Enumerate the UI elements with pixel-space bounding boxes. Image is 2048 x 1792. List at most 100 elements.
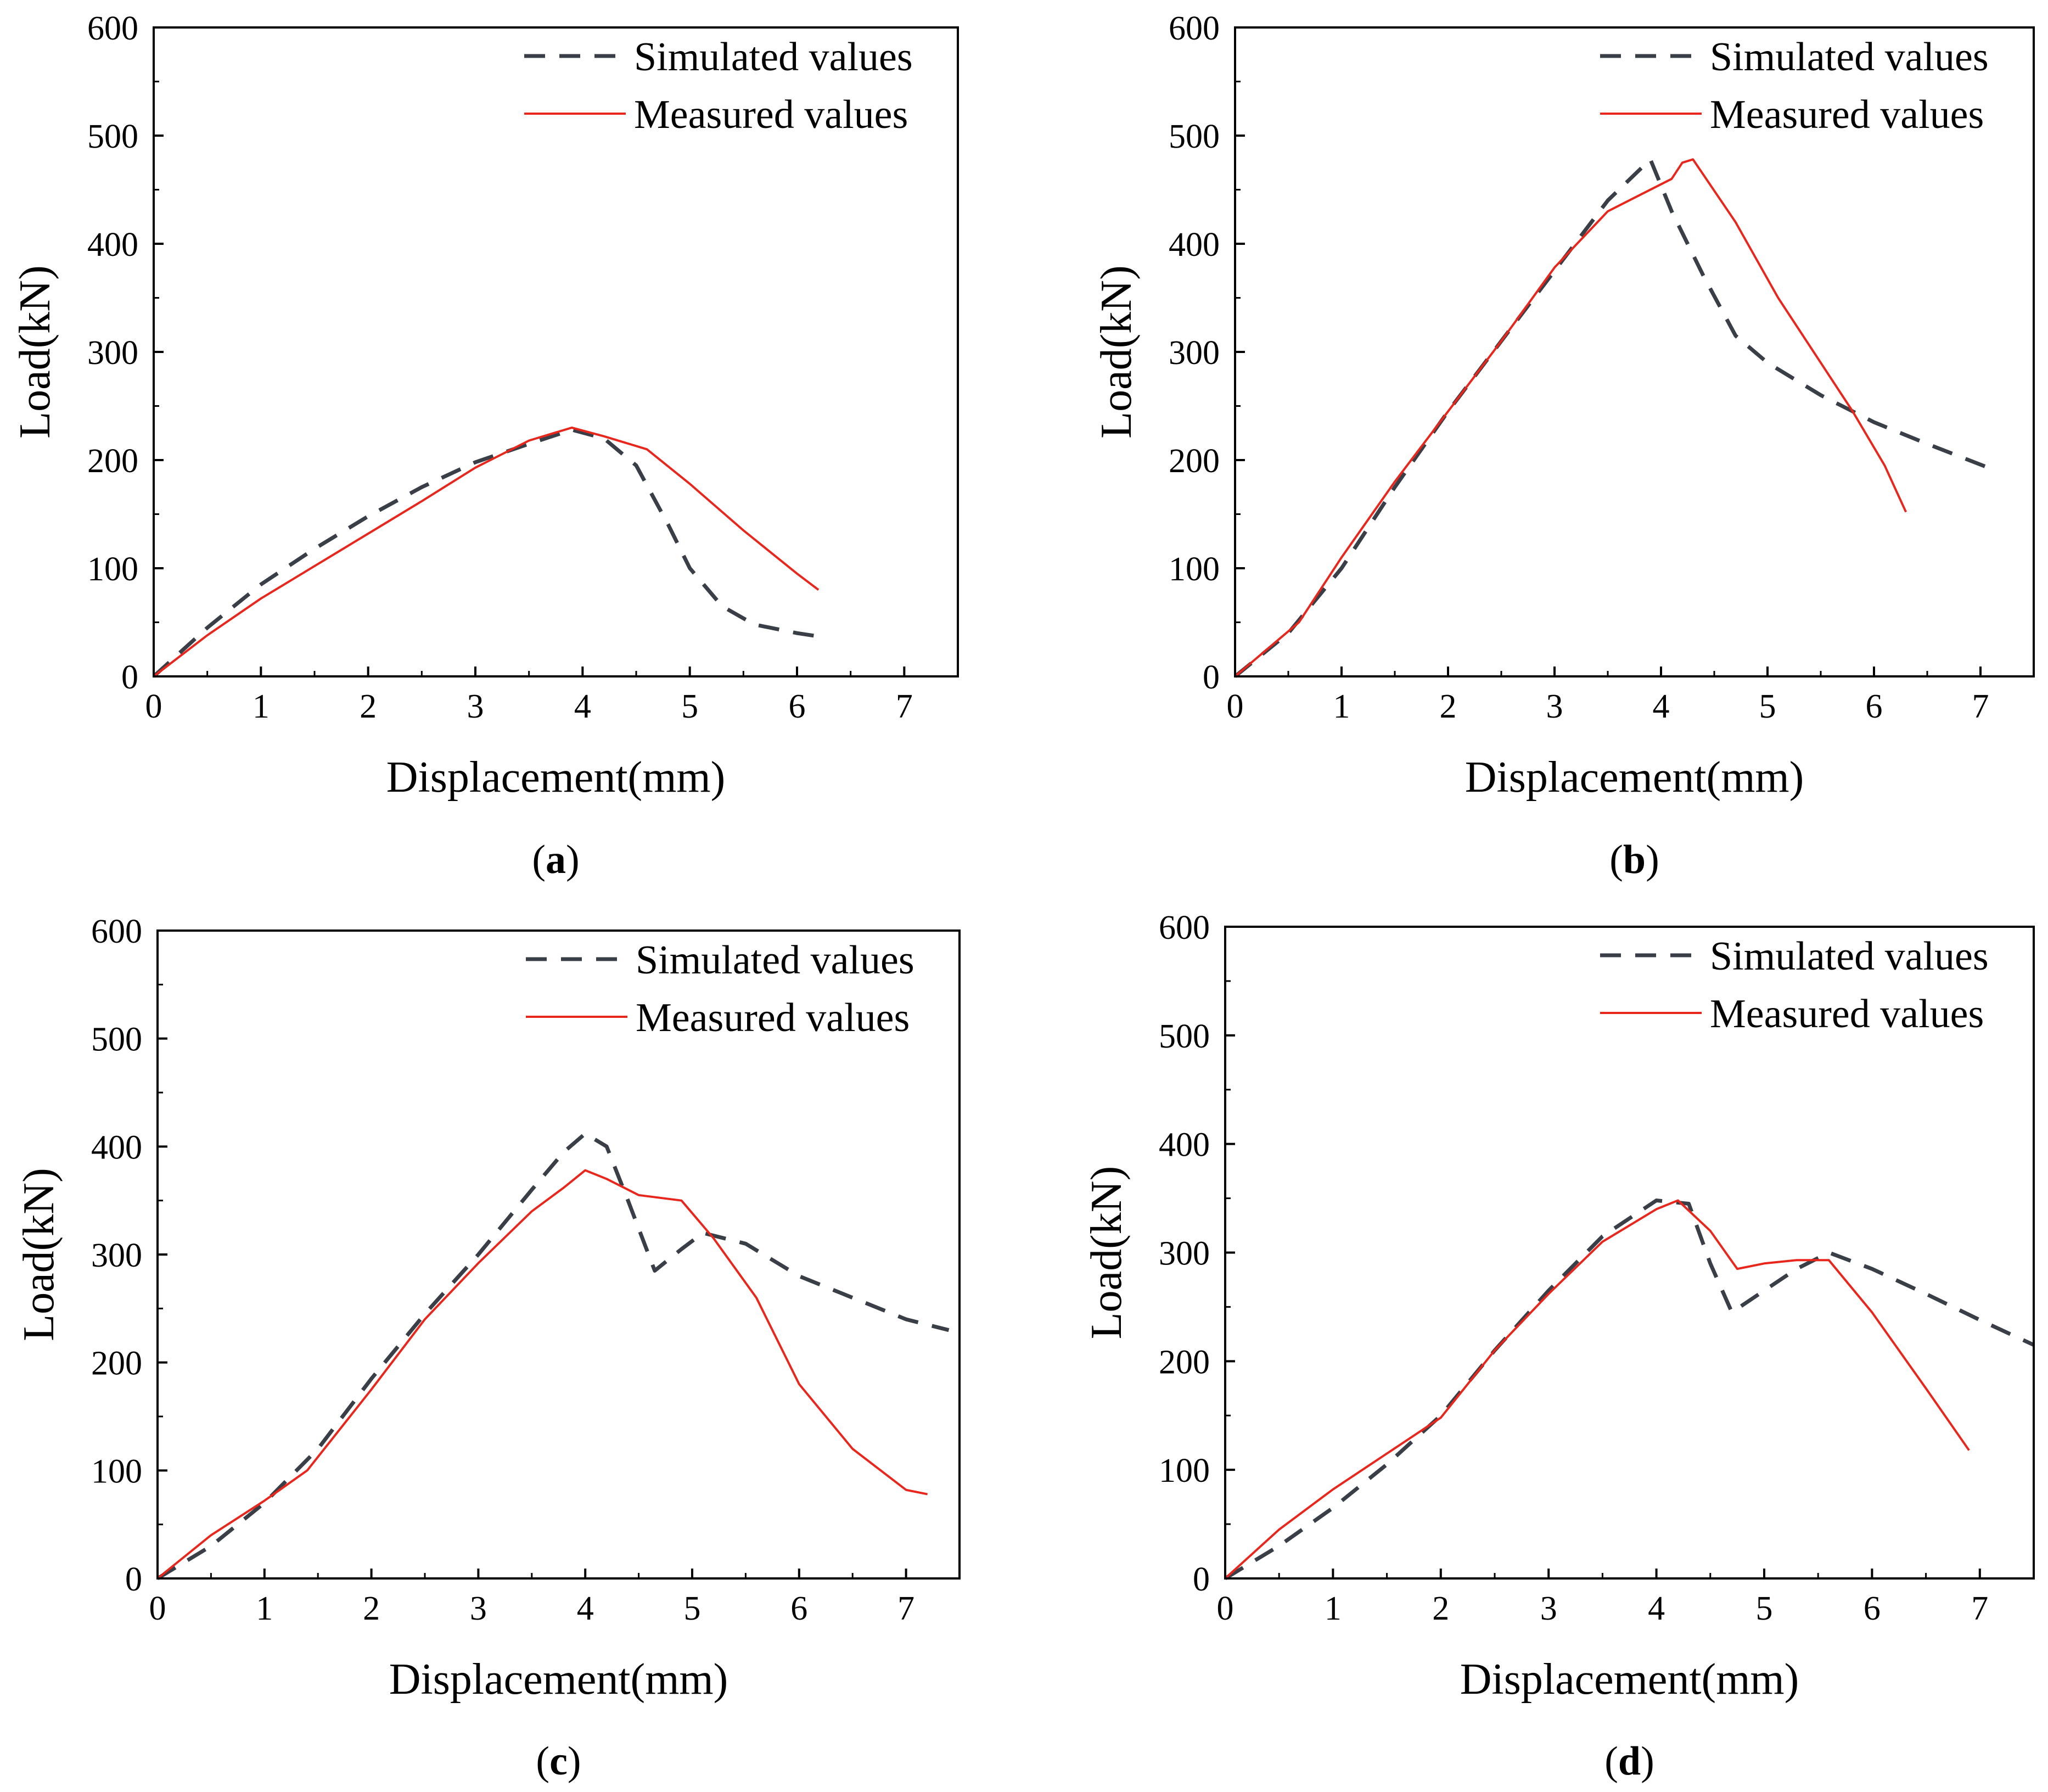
x-tick-label: 6 [790,1590,807,1627]
legend-label-simulated: Simulated values [636,938,914,983]
y-tick-label: 300 [87,334,138,372]
panel-caption: (b) [1609,837,1659,882]
x-tick-label: 3 [1540,1590,1557,1627]
panel-caption: (d) [1604,1739,1654,1784]
y-tick-label: 500 [91,1021,142,1059]
y-axis-title: Load(kN) [1082,1166,1131,1339]
x-tick-label: 2 [1440,688,1457,725]
y-tick-label: 500 [87,118,138,155]
y-tick-label: 200 [87,443,138,480]
x-tick-label: 7 [897,1590,914,1627]
y-tick-label: 200 [91,1345,142,1382]
x-tick-label: 1 [1333,688,1350,725]
caption-letter: d [1618,1739,1641,1784]
x-tick-label: 6 [1864,1590,1881,1627]
x-tick-label: 1 [256,1590,273,1627]
caption-close-paren: ) [1646,837,1659,882]
x-tick-label: 0 [1227,688,1244,725]
caption-open-paren: ( [536,1739,549,1784]
x-tick-label: 3 [467,688,484,725]
x-tick-label: 5 [681,688,698,725]
x-tick-label: 4 [1653,688,1670,725]
x-tick-label: 0 [145,688,162,725]
y-tick-label: 100 [87,551,138,588]
x-tick-label: 2 [363,1590,380,1627]
caption-open-paren: ( [1609,837,1623,882]
legend: Simulated values Measured values [526,938,914,1040]
caption-open-paren: ( [1604,1739,1618,1784]
legend: Simulated values Measured values [1600,35,1989,137]
x-tick-label: 1 [253,688,270,725]
panel-caption: (a) [532,837,579,882]
x-tick-label: 7 [1972,688,1989,725]
y-tick-label: 0 [121,659,138,696]
y-tick-label: 600 [91,913,142,950]
y-tick-label: 500 [1169,118,1220,155]
caption-close-paren: ) [568,1739,581,1784]
x-tick-label: 3 [1546,688,1563,725]
x-tick-label: 1 [1325,1590,1342,1627]
legend-label-measured: Measured values [1710,92,1984,137]
series-line-simulated [152,428,819,678]
y-tick-label: 400 [87,226,138,264]
series-line-simulated [1233,157,1992,678]
x-tick-label: 4 [574,688,591,725]
legend-label-measured: Measured values [1710,992,1984,1037]
caption-letter: b [1623,837,1646,882]
caption-letter: c [549,1739,568,1784]
y-tick-label: 400 [1169,226,1220,264]
x-tick-label: 4 [577,1590,594,1627]
y-tick-label: 300 [1159,1235,1210,1273]
caption-close-paren: ) [1641,1739,1654,1784]
legend-label-measured: Measured values [634,92,908,137]
y-tick-label: 200 [1159,1343,1210,1381]
caption-close-paren: ) [566,837,580,882]
y-tick-label: 0 [125,1561,142,1598]
y-tick-label: 100 [1169,551,1220,588]
caption-letter: a [546,837,566,882]
y-tick-label: 300 [1169,334,1220,372]
x-tick-label: 5 [684,1590,701,1627]
legend-label-simulated: Simulated values [634,35,913,80]
legend-label-simulated: Simulated values [1710,934,1989,979]
y-tick-label: 600 [1169,10,1220,47]
x-axis-title: Displacement(mm) [1465,753,1804,802]
x-tick-label: 0 [1217,1590,1234,1627]
x-tick-label: 7 [896,688,913,725]
y-tick-label: 100 [91,1453,142,1490]
y-axis-title: Load(kN) [15,1168,63,1341]
chart-panel-d: 0 1 2 3 4 5 6 7 0 100 200 300 400 500 600 Displacement(… [1082,909,2035,1784]
chart-panel-a: 0 1 2 3 4 5 6 7 0 100 200 300 400 500 600 Displacement(… [11,10,959,882]
y-tick-label: 0 [1203,659,1220,696]
legend: Simulated values Measured values [1600,934,1989,1037]
legend-label-simulated: Simulated values [1710,35,1989,80]
series-line-measured [1234,158,1907,677]
legend: Simulated values Measured values [524,35,913,137]
y-tick-label: 400 [91,1129,142,1166]
x-tick-label: 6 [1866,688,1883,725]
y-tick-label: 600 [87,10,138,47]
x-tick-label: 0 [149,1590,166,1627]
y-tick-label: 600 [1159,909,1210,947]
y-tick-label: 500 [1159,1018,1210,1055]
series-line-simulated [1224,1199,2035,1580]
y-tick-label: 300 [91,1237,142,1274]
chart-panel-c: 0 1 2 3 4 5 6 7 0 100 200 300 400 500 600 Displacement(… [15,913,961,1784]
x-axis-title: Displacement(mm) [1460,1655,1799,1704]
x-tick-label: 5 [1759,688,1776,725]
y-tick-label: 0 [1193,1561,1210,1598]
x-tick-label: 5 [1756,1590,1773,1627]
series-line-measured [156,1169,928,1580]
series-line-measured [1224,1199,1970,1580]
x-tick-label: 7 [1971,1590,1988,1627]
x-tick-label: 6 [789,688,806,725]
x-tick-label: 3 [470,1590,487,1627]
series-line-simulated [156,1132,950,1580]
x-tick-label: 4 [1648,1590,1665,1627]
x-axis-title: Displacement(mm) [389,1655,728,1704]
series-line-measured [153,426,820,677]
y-tick-label: 200 [1169,443,1220,480]
x-axis-title: Displacement(mm) [386,753,726,802]
